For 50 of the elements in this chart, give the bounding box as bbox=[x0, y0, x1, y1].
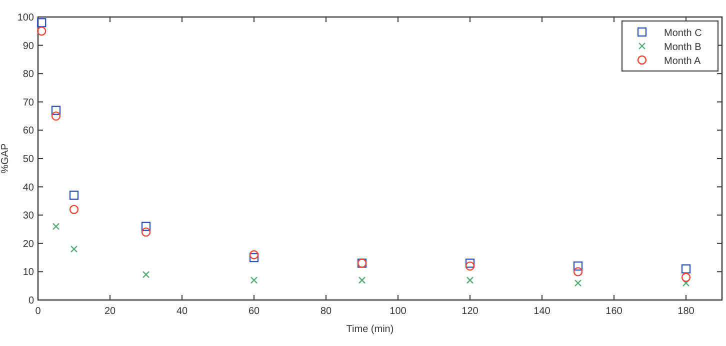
point bbox=[681, 272, 691, 282]
y-tick-label: 10 bbox=[22, 267, 34, 278]
x-tick-label: 80 bbox=[320, 306, 332, 317]
x-tick-label: 120 bbox=[462, 306, 479, 317]
point bbox=[51, 111, 61, 121]
point bbox=[465, 258, 475, 268]
x-tick-label: 20 bbox=[104, 306, 116, 317]
x-tick-label: 60 bbox=[248, 306, 260, 317]
point bbox=[69, 204, 79, 214]
x-tick-label: 100 bbox=[390, 306, 407, 317]
y-tick-label: 40 bbox=[22, 182, 34, 194]
y-tick-label: 60 bbox=[22, 126, 34, 137]
y-tick-label: 20 bbox=[22, 238, 34, 250]
x-tick-label: 140 bbox=[534, 306, 551, 317]
point bbox=[682, 279, 690, 287]
point bbox=[52, 222, 60, 230]
legend-label: Month C bbox=[664, 28, 702, 39]
y-tick-label: 80 bbox=[22, 69, 34, 80]
legend-label: Month A bbox=[664, 56, 702, 67]
point bbox=[681, 264, 691, 274]
point bbox=[70, 245, 78, 253]
point bbox=[358, 276, 366, 284]
x-tick-label: 160 bbox=[606, 306, 623, 317]
point bbox=[142, 270, 150, 278]
point bbox=[573, 261, 583, 271]
point bbox=[141, 222, 151, 232]
point bbox=[69, 190, 79, 200]
point bbox=[37, 18, 46, 28]
y-tick-label: 100 bbox=[17, 12, 34, 24]
point bbox=[37, 26, 46, 36]
point bbox=[465, 261, 475, 271]
y-tick-label: 0 bbox=[28, 296, 34, 306]
legend-label: Month B bbox=[664, 42, 702, 53]
y-tick-label: 70 bbox=[22, 97, 34, 108]
y-tick-label: 50 bbox=[22, 154, 34, 165]
point bbox=[141, 227, 151, 237]
x-tick-label: 0 bbox=[35, 306, 42, 317]
point bbox=[466, 276, 474, 284]
x-tick-label: 180 bbox=[678, 306, 695, 317]
y-axis-title: %GAP bbox=[0, 143, 11, 174]
point bbox=[250, 276, 258, 284]
point bbox=[574, 279, 582, 287]
y-tick-label: 30 bbox=[22, 210, 34, 222]
y-tick-label: 90 bbox=[22, 40, 34, 52]
point bbox=[51, 106, 61, 115]
x-axis-title: Time (min) bbox=[346, 324, 394, 335]
point bbox=[249, 252, 259, 262]
x-tick-label: 40 bbox=[176, 306, 188, 317]
point bbox=[249, 250, 259, 260]
point bbox=[573, 267, 583, 276]
